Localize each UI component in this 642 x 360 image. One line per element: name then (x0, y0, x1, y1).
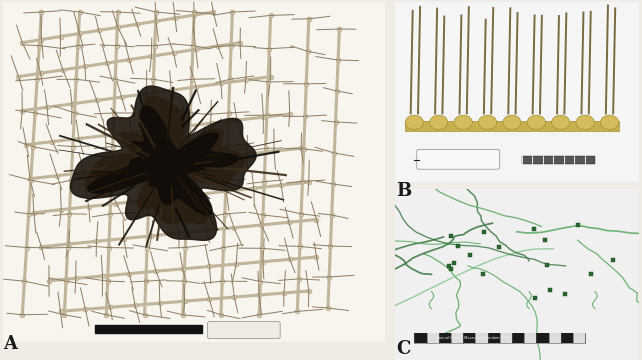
Ellipse shape (503, 115, 521, 130)
Polygon shape (87, 106, 238, 215)
Bar (414, 333, 426, 343)
Bar (560, 333, 573, 343)
Text: C: C (396, 340, 410, 358)
Bar (573, 333, 585, 343)
Polygon shape (71, 86, 256, 240)
Ellipse shape (551, 115, 570, 130)
Bar (512, 333, 524, 343)
Text: B: B (396, 182, 412, 200)
Ellipse shape (454, 115, 473, 130)
Bar (524, 333, 536, 343)
Ellipse shape (429, 115, 448, 130)
Ellipse shape (478, 115, 497, 130)
Bar (404, 121, 620, 131)
FancyBboxPatch shape (417, 149, 499, 169)
Bar (463, 333, 475, 343)
Ellipse shape (527, 115, 546, 130)
FancyBboxPatch shape (207, 321, 280, 339)
Bar (414, 333, 585, 343)
Bar (438, 333, 451, 343)
Bar (548, 333, 560, 343)
Text: Natural History Museum Rotterdam (NMR): Natural History Museum Rotterdam (NMR) (437, 336, 512, 340)
Bar (487, 333, 499, 343)
Ellipse shape (405, 115, 424, 130)
Ellipse shape (576, 115, 594, 130)
Bar (522, 156, 595, 164)
Bar (95, 325, 202, 333)
Bar (536, 333, 548, 343)
Text: A: A (3, 335, 17, 353)
Ellipse shape (600, 115, 619, 130)
Bar (499, 333, 512, 343)
Bar (426, 333, 438, 343)
Polygon shape (85, 96, 245, 224)
Bar (475, 333, 487, 343)
Bar (451, 333, 463, 343)
